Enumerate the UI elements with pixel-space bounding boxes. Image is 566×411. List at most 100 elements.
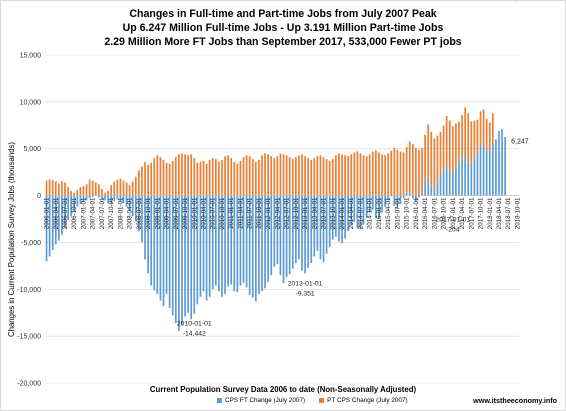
ft-bar xyxy=(193,195,196,314)
ft-bar xyxy=(104,195,106,201)
x-tick-label: 2007-10-01 xyxy=(108,197,115,229)
ft-end-label: 6,247 xyxy=(511,139,529,146)
pt-bar xyxy=(162,159,165,196)
ft-bar xyxy=(411,195,414,199)
y-tick-label: -5,000 xyxy=(21,240,41,247)
annotation-value: -9,351 xyxy=(295,290,314,297)
ft-bar xyxy=(328,195,331,248)
pt-bar xyxy=(67,187,69,196)
ft-bar xyxy=(64,195,66,229)
ft-bar xyxy=(384,195,386,207)
ft-bar xyxy=(362,195,365,225)
pt-bar xyxy=(402,152,405,196)
y-tick-label: -20,000 xyxy=(17,381,41,388)
pt-bar xyxy=(211,158,214,196)
ft-bar xyxy=(322,195,325,263)
pt-bar xyxy=(119,178,122,196)
pt-bar xyxy=(227,155,229,196)
ft-bar xyxy=(221,195,223,297)
ft-bar xyxy=(101,195,103,200)
pt-bar xyxy=(485,118,488,151)
legend-label-ft: CPS FT Change (July 2007) xyxy=(225,397,306,404)
ft-bar xyxy=(70,195,73,217)
pt-bar xyxy=(427,124,430,177)
x-tick-label: 2018-04-01 xyxy=(496,197,503,229)
pt-bar xyxy=(368,154,371,196)
pt-bar xyxy=(448,120,451,172)
pt-bar xyxy=(174,157,177,196)
ft-bar xyxy=(113,195,116,202)
x-tick-label: 2016-01-01 xyxy=(413,197,420,229)
ft-bar xyxy=(125,195,128,207)
ft-bar xyxy=(270,195,273,276)
pt-bar xyxy=(79,187,82,196)
legend-swatch-pt xyxy=(319,398,325,403)
ft-bar xyxy=(442,169,445,196)
chart-title-line-2: Up 6.247 Million Full-time Jobs - Up 3.1… xyxy=(122,22,444,34)
ft-bar xyxy=(331,195,334,240)
ft-bar xyxy=(467,162,470,196)
ft-bar xyxy=(82,195,85,203)
ft-bar xyxy=(359,195,362,230)
ft-bar xyxy=(147,195,149,274)
ft-bar xyxy=(110,195,113,205)
pt-bar xyxy=(331,159,334,196)
x-tick-label: 2012-04-01 xyxy=(274,197,281,229)
ft-bar xyxy=(451,173,454,196)
ft-bar xyxy=(141,195,143,243)
x-tick-label: 2009-07-01 xyxy=(173,197,180,229)
ft-bar xyxy=(67,195,69,220)
ft-bar xyxy=(350,195,353,226)
ft-bar xyxy=(464,156,466,196)
ft-bar xyxy=(482,143,485,196)
ft-bar xyxy=(202,195,205,292)
ft-bar xyxy=(128,195,131,211)
pt-bar xyxy=(393,147,396,196)
ft-bar xyxy=(282,195,285,284)
pt-bar xyxy=(64,182,66,196)
pt-bar xyxy=(325,159,328,196)
annotation-date: 2010-01-01 xyxy=(177,321,212,328)
pt-bar xyxy=(442,125,445,170)
ft-bar xyxy=(150,195,153,286)
ft-bar xyxy=(187,195,189,313)
pt-bar xyxy=(242,157,245,196)
ft-bar xyxy=(415,195,417,202)
ft-bar xyxy=(91,195,94,197)
x-tick-label: 2011-07-01 xyxy=(247,197,254,229)
pt-bar xyxy=(125,182,128,196)
pt-bar xyxy=(381,154,383,196)
pt-bar xyxy=(107,190,109,196)
ft-bar xyxy=(427,176,430,196)
x-tick-label: 2009-01-01 xyxy=(154,197,161,229)
ft-bar xyxy=(245,195,248,288)
pt-bar xyxy=(261,155,263,196)
pt-bar xyxy=(473,120,476,159)
pt-bar xyxy=(279,153,282,196)
pt-bar xyxy=(371,151,374,196)
pt-bar xyxy=(187,155,189,196)
pt-bar xyxy=(433,138,436,190)
pt-bar xyxy=(476,119,479,153)
pt-bar xyxy=(430,131,433,187)
ft-bar xyxy=(381,195,383,213)
ft-bar xyxy=(504,137,506,196)
ft-bar xyxy=(251,195,254,298)
pt-bar xyxy=(307,158,310,196)
ft-bar xyxy=(248,195,251,295)
pt-bar xyxy=(270,156,273,196)
ft-bar xyxy=(168,195,171,309)
ft-bar xyxy=(273,195,276,267)
ft-bar xyxy=(424,181,426,196)
pt-bar xyxy=(85,184,88,196)
x-tick-label: 2014-01-01 xyxy=(339,197,346,229)
pt-bar xyxy=(239,160,242,196)
chart-subtitle: Current Population Survey Data 2006 to d… xyxy=(149,385,417,394)
pt-bar xyxy=(273,158,276,196)
x-tick-label: 2013-01-01 xyxy=(302,197,309,229)
x-tick-label: 2013-07-01 xyxy=(321,197,328,229)
pt-bar xyxy=(411,144,414,196)
ft-bar xyxy=(378,195,380,219)
pt-bar xyxy=(245,155,248,196)
ft-bar xyxy=(181,195,183,325)
